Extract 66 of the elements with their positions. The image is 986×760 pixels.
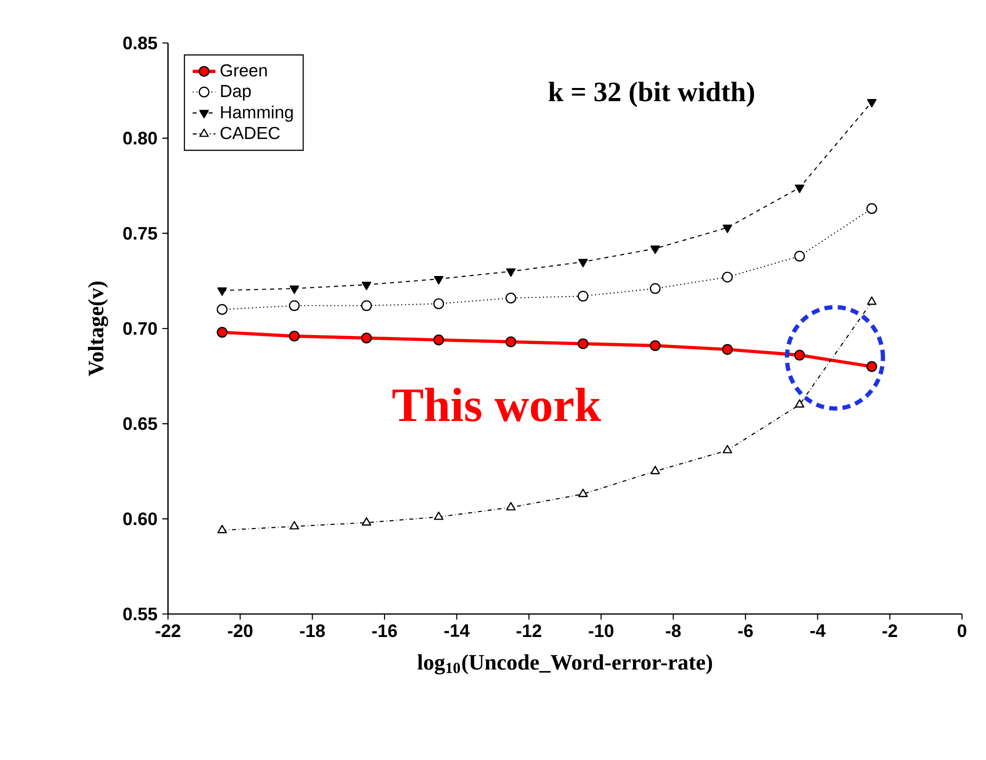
point [578, 488, 588, 498]
x-tick-label: -18 [300, 624, 325, 638]
point [505, 336, 516, 348]
point [433, 298, 444, 310]
point [361, 300, 372, 312]
x-tick-label: -8 [666, 624, 681, 638]
point [722, 344, 733, 355]
point [433, 334, 444, 346]
x-tick-label: -20 [228, 624, 252, 638]
legend-label: Green [220, 64, 267, 77]
point [722, 272, 733, 282]
x-tick-label: -16 [372, 624, 397, 638]
point [217, 524, 227, 534]
x-axis-title: log$_{10}$(Uncode_Word-error-rate) [418, 654, 712, 674]
point [434, 512, 444, 520]
x-tick-label: -4 [810, 624, 826, 637]
y-tick-label: 0.85 [123, 36, 158, 50]
point [434, 276, 444, 284]
y-tick-label: 0.60 [123, 512, 157, 526]
point [216, 304, 228, 315]
point [505, 292, 516, 304]
point [794, 184, 804, 194]
point [216, 326, 228, 338]
x-tick-label: -14 [444, 624, 470, 637]
point [722, 224, 732, 234]
y-tick-label: 0.75 [123, 226, 158, 240]
point [650, 340, 661, 352]
point [288, 330, 300, 342]
point [867, 99, 877, 108]
legend-label: CADEC [220, 126, 280, 140]
y-axis-title: Voltage(v) [88, 282, 108, 376]
point [361, 332, 372, 344]
point [506, 502, 516, 510]
legend-label: Hamming [221, 106, 293, 122]
point [506, 268, 516, 277]
point [794, 350, 805, 361]
legend-label: Dap [221, 85, 251, 101]
x-tick-label: 0 [958, 624, 966, 638]
point [362, 282, 372, 290]
x-tick-label: -10 [588, 624, 614, 638]
y-tick-label: 0.80 [123, 132, 157, 145]
point [578, 338, 588, 350]
point [722, 444, 732, 454]
y-tick-label: 0.70 [123, 322, 157, 335]
point [362, 517, 372, 526]
point [578, 290, 588, 302]
point [290, 521, 300, 530]
point [288, 300, 300, 312]
y-tick-label: 0.65 [123, 417, 158, 430]
x-tick-label: -12 [516, 624, 542, 637]
point [866, 361, 878, 372]
point [650, 283, 661, 294]
point [794, 250, 805, 262]
annotation: k = 32 (bit width) [548, 82, 754, 108]
x-tick-label: -6 [738, 624, 753, 638]
y-tick-label: 0.55 [123, 608, 158, 620]
point [290, 286, 300, 294]
point [650, 246, 660, 254]
point [866, 203, 878, 214]
annotation: This work [392, 388, 602, 422]
point [794, 399, 804, 408]
x-tick-label: -22 [156, 624, 180, 637]
x-tick-label: -2 [882, 624, 898, 637]
point [578, 258, 588, 268]
point [650, 466, 660, 474]
point [217, 287, 227, 296]
